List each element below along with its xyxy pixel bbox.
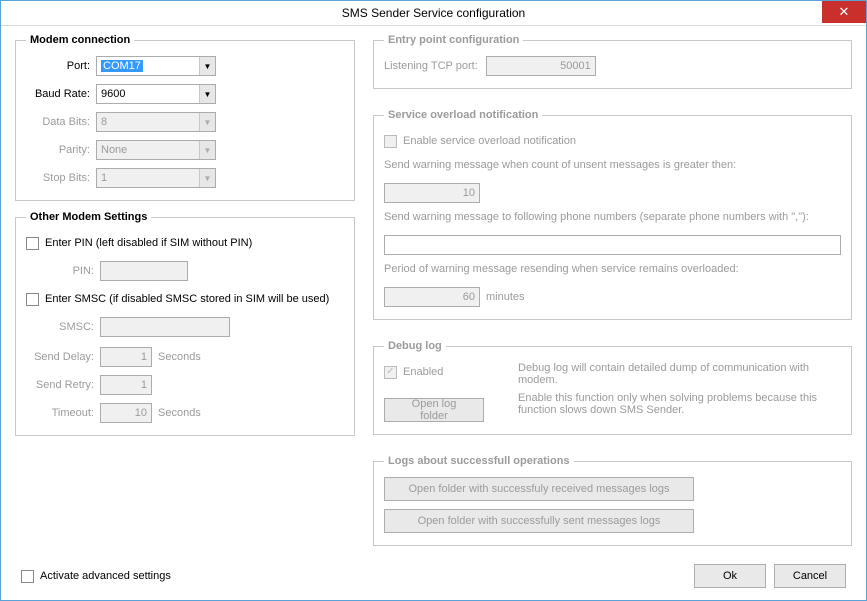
overload-legend: Service overload notification — [384, 109, 542, 121]
send-delay-input — [100, 347, 152, 367]
send-retry-input — [100, 375, 152, 395]
activate-advanced-checkbox[interactable] — [21, 570, 34, 583]
smsc-input — [100, 317, 230, 337]
enable-overload-label: Enable service overload notification — [403, 135, 576, 147]
tcp-port-input — [486, 56, 596, 76]
titlebar: SMS Sender Service configuration ✕ — [1, 1, 866, 26]
other-modem-group: Other Modem Settings Enter PIN (left dis… — [15, 211, 355, 436]
footer: Activate advanced settings Ok Cancel — [15, 556, 852, 590]
enter-smsc-label: Enter SMSC (if disabled SMSC stored in S… — [45, 293, 329, 305]
period-input — [384, 287, 480, 307]
chevron-down-icon: ▼ — [199, 141, 215, 159]
modem-connection-group: Modem connection Port: COM17 ▼ Baud Rate… — [15, 34, 355, 201]
parity-combo: None ▼ — [96, 140, 216, 160]
timeout-suffix: Seconds — [158, 407, 201, 419]
chevron-down-icon: ▼ — [199, 169, 215, 187]
left-column: Modem connection Port: COM17 ▼ Baud Rate… — [15, 34, 355, 556]
stopbits-combo: 1 ▼ — [96, 168, 216, 188]
activate-advanced-label: Activate advanced settings — [40, 570, 171, 582]
enter-smsc-checkbox[interactable] — [26, 293, 39, 306]
other-modem-legend: Other Modem Settings — [26, 211, 151, 223]
databits-value: 8 — [97, 116, 199, 128]
pin-label: PIN: — [26, 265, 100, 277]
entry-point-group: Entry point configuration Listening TCP … — [373, 34, 852, 89]
open-recv-logs-button: Open folder with successfuly received me… — [384, 477, 694, 501]
right-column: Entry point configuration Listening TCP … — [373, 34, 852, 556]
send-retry-label: Send Retry: — [26, 379, 100, 391]
parity-value: None — [97, 144, 199, 156]
chevron-down-icon: ▼ — [199, 113, 215, 131]
enter-pin-label: Enter PIN (left disabled if SIM without … — [45, 237, 252, 249]
tcp-port-label: Listening TCP port: — [384, 60, 486, 72]
timeout-label: Timeout: — [26, 407, 100, 419]
chevron-down-icon: ▼ — [199, 85, 215, 103]
enter-pin-checkbox[interactable] — [26, 237, 39, 250]
close-button[interactable]: ✕ — [822, 1, 866, 23]
phones-label: Send warning message to following phone … — [384, 211, 809, 223]
period-suffix: minutes — [486, 291, 525, 303]
cancel-button[interactable]: Cancel — [774, 564, 846, 588]
timeout-input — [100, 403, 152, 423]
port-label: Port: — [26, 60, 96, 72]
window-title: SMS Sender Service configuration — [342, 6, 525, 20]
warn-count-label: Send warning message when count of unsen… — [384, 159, 736, 171]
parity-label: Parity: — [26, 144, 96, 156]
success-logs-group: Logs about successfull operations Open f… — [373, 455, 852, 546]
port-value: COM17 — [101, 60, 143, 72]
send-delay-label: Send Delay: — [26, 351, 100, 363]
baud-value: 9600 — [97, 88, 199, 100]
debug-desc-2: Enable this function only when solving p… — [518, 392, 841, 416]
chevron-down-icon: ▼ — [199, 57, 215, 75]
close-icon: ✕ — [839, 4, 850, 20]
databits-combo: 8 ▼ — [96, 112, 216, 132]
ok-button[interactable]: Ok — [694, 564, 766, 588]
pin-input — [100, 261, 188, 281]
smsc-label: SMSC: — [26, 321, 100, 333]
entry-point-legend: Entry point configuration — [384, 34, 523, 46]
columns: Modem connection Port: COM17 ▼ Baud Rate… — [15, 34, 852, 556]
enable-overload-checkbox — [384, 135, 397, 148]
baud-label: Baud Rate: — [26, 88, 96, 100]
period-label: Period of warning message resending when… — [384, 263, 739, 275]
config-window: SMS Sender Service configuration ✕ Modem… — [0, 0, 867, 601]
debug-enabled-checkbox: ✓ — [384, 366, 397, 379]
databits-label: Data Bits: — [26, 116, 96, 128]
baud-combo[interactable]: 9600 ▼ — [96, 84, 216, 104]
port-combo[interactable]: COM17 ▼ — [96, 56, 216, 76]
phones-input — [384, 235, 841, 255]
window-body: Modem connection Port: COM17 ▼ Baud Rate… — [1, 26, 866, 600]
warn-count-input — [384, 183, 480, 203]
success-logs-legend: Logs about successfull operations — [384, 455, 574, 467]
debug-group: Debug log ✓ Enabled Open log folder Debu… — [373, 340, 852, 435]
debug-desc-1: Debug log will contain detailed dump of … — [518, 362, 841, 386]
debug-legend: Debug log — [384, 340, 446, 352]
open-log-folder-button: Open log folder — [384, 398, 484, 422]
overload-group: Service overload notification Enable ser… — [373, 109, 852, 320]
send-delay-suffix: Seconds — [158, 351, 201, 363]
stopbits-label: Stop Bits: — [26, 172, 96, 184]
debug-enabled-label: Enabled — [403, 366, 443, 378]
open-sent-logs-button: Open folder with successfully sent messa… — [384, 509, 694, 533]
modem-connection-legend: Modem connection — [26, 34, 134, 46]
stopbits-value: 1 — [97, 172, 199, 184]
